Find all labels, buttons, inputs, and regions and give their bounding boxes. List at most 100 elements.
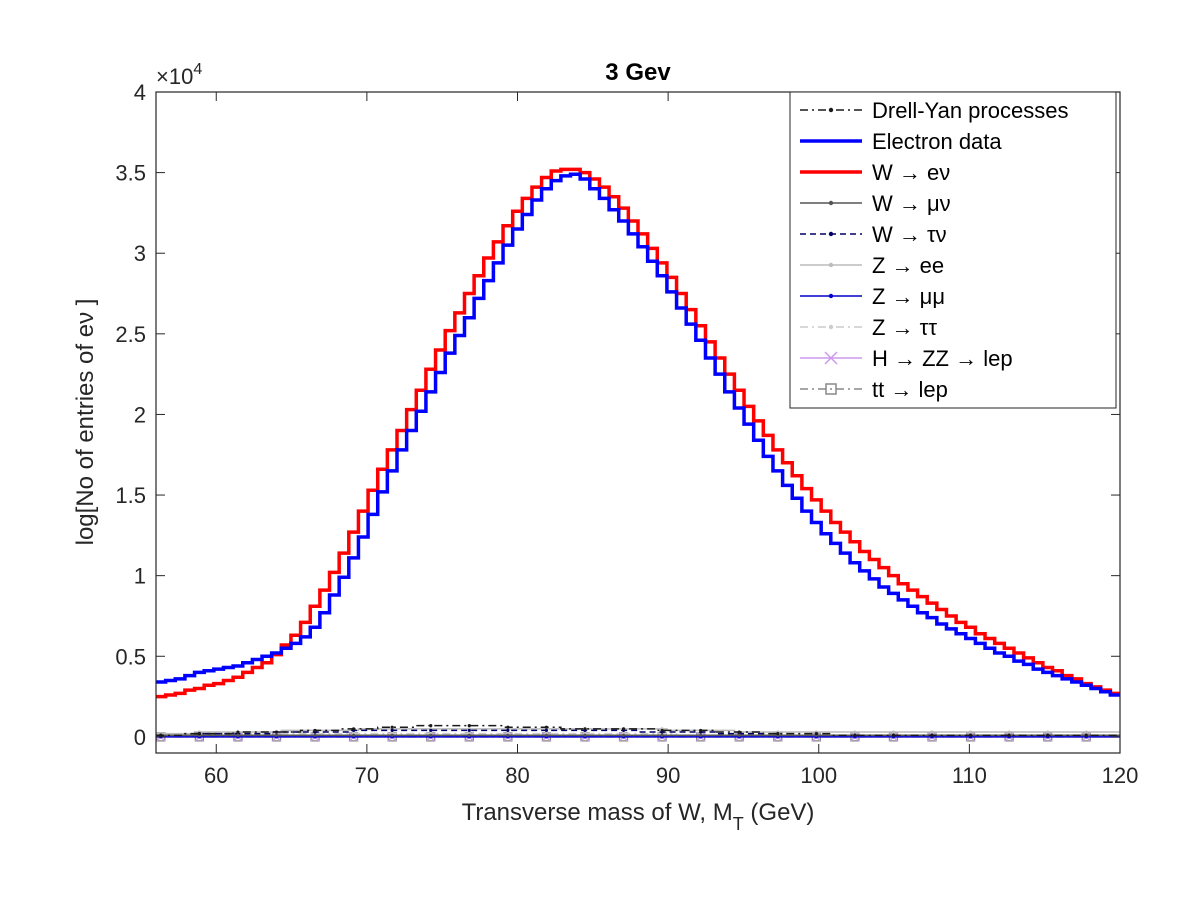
series-point [891,730,896,734]
y-axis-label: log[No of entries of eν ] [72,299,99,546]
series-point [853,730,857,734]
series-point [197,732,201,736]
series-point [544,725,549,729]
series-point [737,730,741,734]
series-point [660,728,664,733]
x-tick-label: 80 [505,763,529,788]
series-point [352,733,356,737]
series-point [621,733,626,737]
series-point [930,733,934,737]
legend-label: Z → ττ [872,315,937,340]
series-point [1084,733,1088,737]
x-axis-label-unit: (GeV) [750,799,814,826]
x-tick-label: 70 [355,763,379,788]
x-tick-label: 90 [656,763,680,788]
series-point [390,728,394,733]
series-point [429,723,433,728]
series-line [156,172,1120,697]
series-point [1007,730,1011,734]
series-point [583,727,587,731]
series-point [159,733,163,737]
legend-label: tt → lep [872,377,948,402]
x-tick-label: 120 [1102,763,1139,788]
y-exponent-power: 4 [193,61,202,78]
series-point [313,733,317,737]
y-tick-label: 1 [134,564,146,589]
series-point [429,733,433,737]
legend-box [789,91,1117,409]
series-point [506,733,510,737]
series-point [236,730,240,734]
series-point [1046,730,1050,734]
series-point [467,728,471,733]
series-point [313,728,317,733]
x-axis-label-main: Transverse mass of W, M [462,799,733,826]
series-point [1046,733,1050,737]
legend-marker [825,383,837,395]
series-point [660,733,664,737]
series-point [544,728,549,733]
legend-label: W → eν [872,160,950,185]
legend-marker [828,107,834,113]
y-tick-label: 1.5 [115,483,146,508]
series-point [1084,730,1088,734]
series-point [814,732,818,736]
y-tick-label: 4 [134,80,146,105]
y-exponent-base: ×10 [156,64,193,89]
series-point [699,733,703,737]
series-point [506,725,510,729]
series-point [274,733,279,737]
series-point [891,733,896,737]
series-point [274,730,279,734]
series-point [352,727,356,731]
x-axis: 60 70 80 90 100 110 120 [204,92,1138,788]
series-point [968,730,973,734]
legend-marker [828,231,834,237]
axes-box [155,91,1121,754]
legend-label: Electron data [872,129,1002,154]
legend-marker [828,293,834,299]
legend-label: Z → μμ [872,284,945,309]
x-tick-label: 100 [800,763,837,788]
series-point [583,733,587,737]
x-tick-label: 110 [952,763,987,788]
series-point [621,727,626,731]
y-axis: 0 0.5 1 1.5 2 2.5 3 3.5 4 [115,80,1120,750]
y-tick-label: 3.5 [115,161,146,186]
chart-title: 3 Gev [605,59,671,86]
legend: Drell-Yan processes Electron data W → eν W … [789,91,1117,409]
x-tick-label: 60 [204,763,228,788]
series-point [776,732,780,736]
series-point [968,733,973,737]
series-point [853,733,857,737]
series-point [467,723,471,728]
y-tick-label: 0.5 [115,644,146,669]
y-tick-label: 3 [134,241,146,266]
x-axis-label-subscript: T [733,814,744,834]
legend-marker [828,262,834,268]
y-tick-label: 2 [134,402,146,427]
series-point [390,725,394,729]
series-point [390,733,394,737]
y-tick-label: 2.5 [115,322,146,347]
legend-label: W → τν [872,222,947,247]
series-point [236,733,240,737]
legend-marker [828,200,834,206]
series-point [544,733,549,737]
series-point [429,728,433,733]
y-exponent-label: ×104 [156,61,202,89]
x-axis-label: Transverse mass of W, MT (GeV) [462,799,815,834]
legend-label: W → μν [872,191,951,216]
series-point [699,728,703,733]
legend-marker [828,324,834,330]
series-point [506,728,510,733]
series-point [737,733,741,737]
legend-label: Z → ee [872,253,944,278]
legend-label: H → ZZ → lep [872,346,1013,371]
y-tick-label: 0 [134,725,146,750]
series-layer [156,167,1120,742]
series-point [467,733,471,737]
legend-marker [824,351,838,365]
x-axis-label-unit-space [744,799,751,826]
